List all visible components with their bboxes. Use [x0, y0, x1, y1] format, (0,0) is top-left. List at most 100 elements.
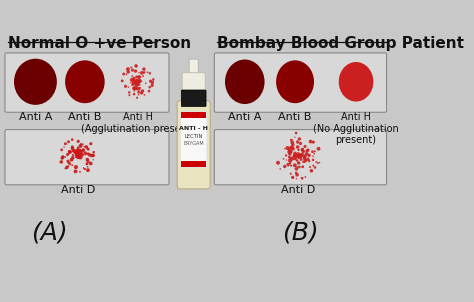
Circle shape: [293, 156, 295, 157]
Circle shape: [77, 155, 79, 157]
Circle shape: [312, 156, 314, 157]
Circle shape: [309, 160, 310, 162]
Circle shape: [301, 149, 305, 153]
Circle shape: [317, 147, 320, 151]
Circle shape: [83, 167, 84, 169]
Circle shape: [62, 155, 64, 159]
Circle shape: [291, 141, 294, 145]
Circle shape: [121, 79, 124, 82]
Circle shape: [68, 150, 72, 154]
Circle shape: [313, 153, 315, 155]
FancyBboxPatch shape: [5, 130, 169, 185]
Circle shape: [139, 87, 141, 89]
Circle shape: [87, 160, 90, 163]
Circle shape: [288, 150, 290, 152]
Circle shape: [305, 161, 306, 162]
Circle shape: [276, 161, 280, 165]
Circle shape: [142, 75, 144, 77]
Circle shape: [149, 80, 152, 83]
Circle shape: [296, 145, 300, 149]
Circle shape: [290, 150, 292, 153]
Circle shape: [67, 165, 69, 167]
Circle shape: [292, 155, 295, 157]
FancyBboxPatch shape: [181, 111, 207, 168]
Circle shape: [68, 162, 71, 165]
Circle shape: [77, 146, 79, 149]
Circle shape: [303, 155, 307, 158]
Circle shape: [314, 150, 316, 153]
Circle shape: [290, 165, 292, 167]
Circle shape: [301, 148, 304, 151]
Circle shape: [296, 154, 300, 158]
Circle shape: [308, 159, 310, 162]
FancyBboxPatch shape: [214, 53, 386, 112]
Circle shape: [131, 75, 133, 77]
Circle shape: [148, 90, 150, 92]
Circle shape: [136, 97, 138, 99]
Circle shape: [301, 177, 303, 180]
Circle shape: [73, 155, 74, 156]
Circle shape: [319, 162, 320, 163]
Circle shape: [127, 70, 130, 74]
Circle shape: [75, 156, 77, 158]
Circle shape: [307, 149, 310, 151]
Circle shape: [293, 153, 295, 155]
Circle shape: [297, 161, 301, 165]
Circle shape: [303, 161, 305, 163]
Text: Anti H
(Agglutination present): Anti H (Agglutination present): [81, 112, 194, 134]
Text: Anti B: Anti B: [278, 112, 312, 122]
Circle shape: [66, 160, 69, 162]
Circle shape: [132, 77, 136, 80]
Circle shape: [61, 156, 64, 160]
Circle shape: [309, 140, 312, 143]
Circle shape: [299, 154, 303, 158]
Circle shape: [297, 154, 300, 156]
Ellipse shape: [276, 60, 314, 103]
Circle shape: [293, 152, 297, 155]
Circle shape: [296, 140, 299, 143]
Circle shape: [132, 78, 135, 80]
Circle shape: [60, 160, 63, 164]
Circle shape: [77, 149, 81, 153]
Circle shape: [310, 169, 313, 172]
Circle shape: [72, 164, 73, 166]
Circle shape: [61, 156, 64, 158]
Circle shape: [122, 72, 125, 76]
Circle shape: [134, 64, 138, 68]
Circle shape: [312, 159, 314, 161]
Bar: [182, 112, 206, 118]
Circle shape: [288, 152, 292, 156]
Circle shape: [79, 144, 82, 148]
Circle shape: [301, 153, 304, 156]
Circle shape: [309, 166, 311, 168]
Circle shape: [286, 159, 287, 161]
Circle shape: [136, 82, 137, 84]
Text: Normal O +ve Person: Normal O +ve Person: [8, 37, 191, 51]
Circle shape: [133, 81, 137, 85]
Circle shape: [141, 89, 144, 93]
Circle shape: [89, 162, 92, 165]
Circle shape: [298, 162, 301, 164]
Circle shape: [132, 80, 135, 82]
Circle shape: [311, 150, 314, 153]
Circle shape: [294, 155, 297, 157]
Circle shape: [80, 153, 84, 157]
Circle shape: [66, 153, 69, 156]
Circle shape: [145, 82, 146, 84]
Circle shape: [88, 153, 91, 157]
Circle shape: [298, 156, 301, 159]
Text: ANTI - H: ANTI - H: [179, 126, 208, 131]
Circle shape: [296, 152, 300, 156]
Circle shape: [131, 69, 134, 72]
Circle shape: [76, 149, 80, 152]
FancyBboxPatch shape: [182, 73, 205, 95]
Circle shape: [64, 142, 67, 145]
Text: Anti B: Anti B: [68, 112, 101, 122]
FancyBboxPatch shape: [177, 101, 210, 189]
Circle shape: [302, 165, 304, 168]
Circle shape: [146, 71, 148, 73]
Circle shape: [137, 80, 139, 82]
Circle shape: [137, 91, 140, 94]
Circle shape: [65, 166, 69, 169]
Circle shape: [83, 151, 87, 155]
